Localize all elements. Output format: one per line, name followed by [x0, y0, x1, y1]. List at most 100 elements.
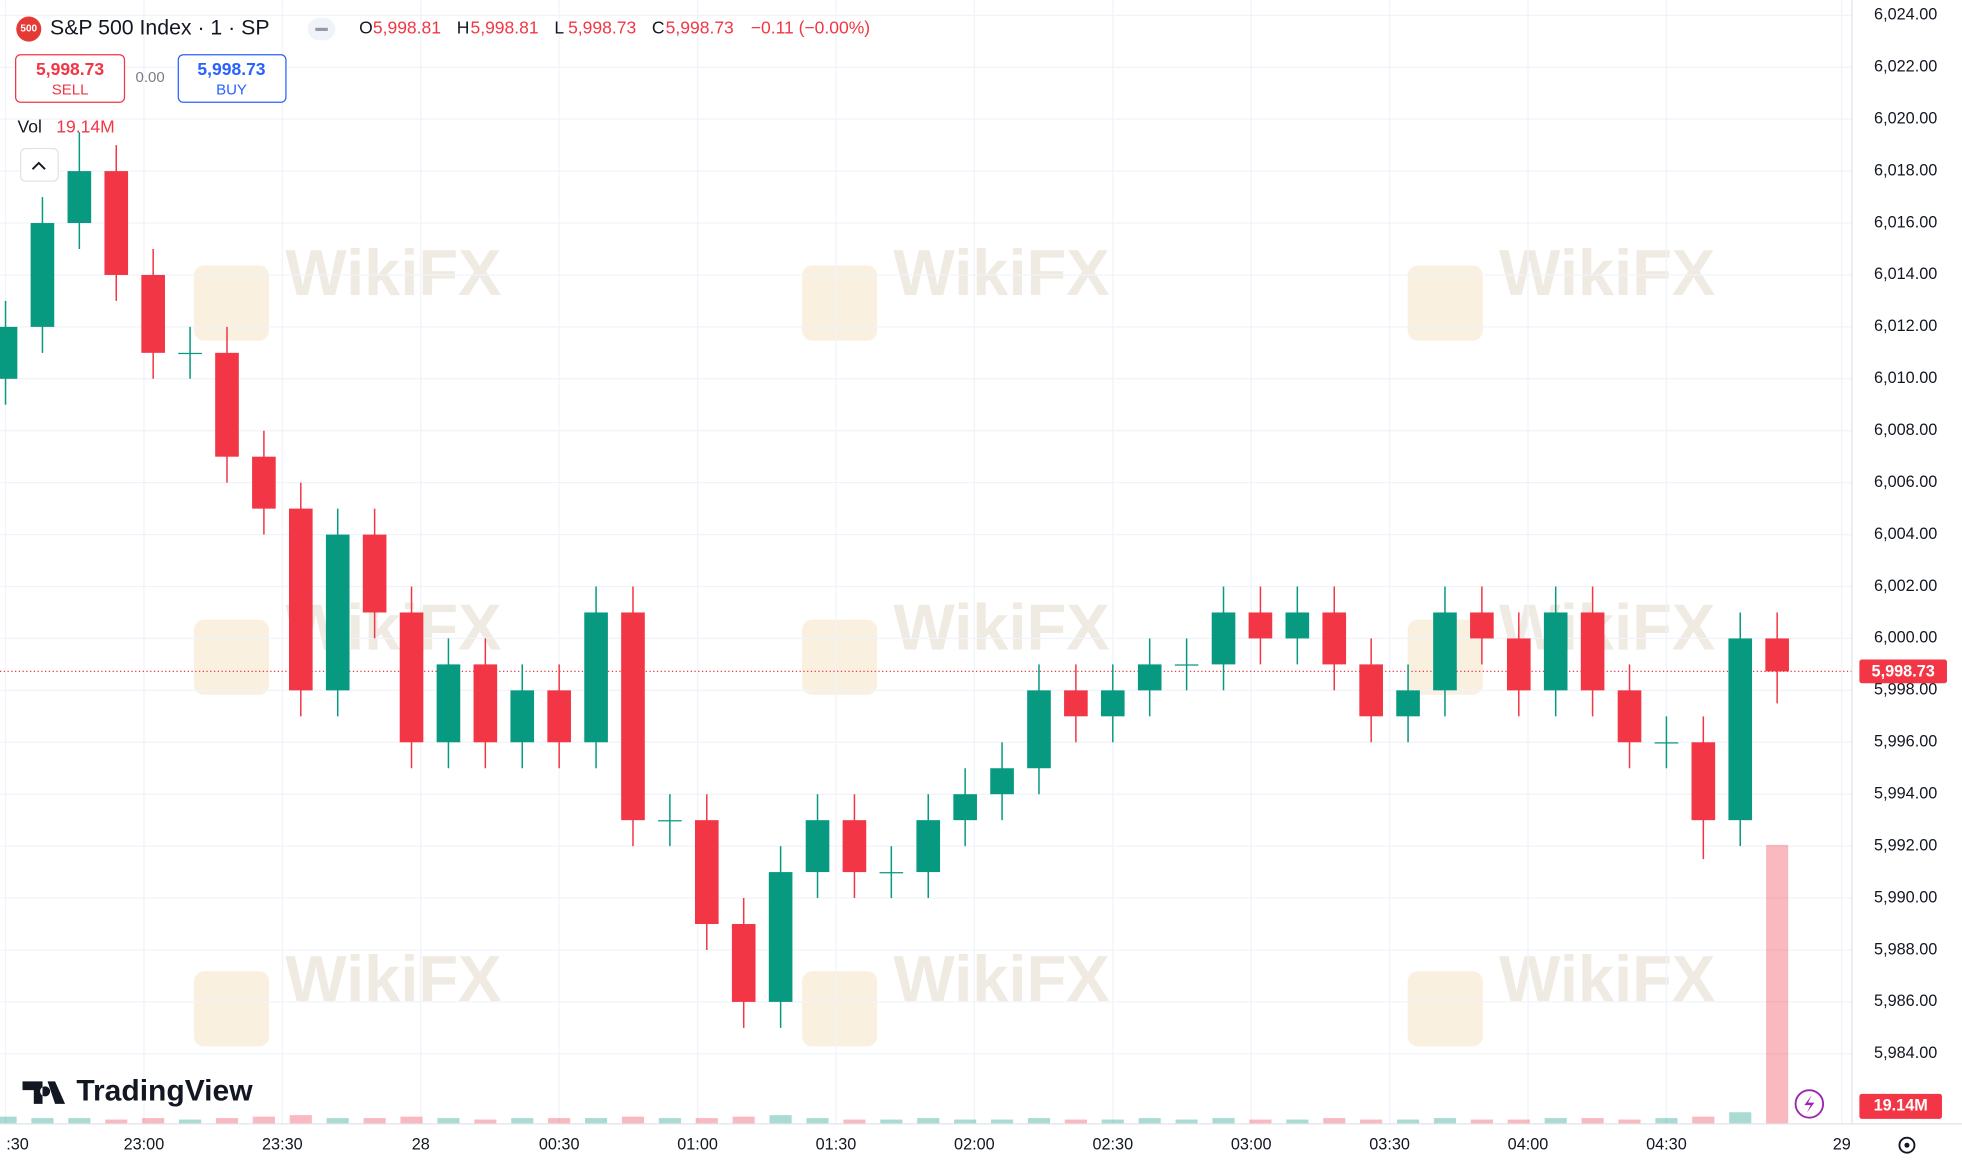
- volume-badge: [1859, 1093, 1942, 1119]
- candle-body: [1285, 612, 1310, 639]
- ohlc-value: 5,998.73: [568, 18, 636, 38]
- brand-logo: [22, 1081, 66, 1104]
- volume-bar: [363, 1118, 386, 1124]
- y-tick-label: 5,986.00: [1874, 992, 1937, 1010]
- candle-body: [1543, 612, 1568, 691]
- volume-bar: [806, 1118, 829, 1124]
- volume-bar: [1470, 1119, 1493, 1124]
- x-tick-label: 04:00: [1508, 1135, 1549, 1153]
- candle-body: [1322, 612, 1347, 665]
- candle-body: [0, 326, 18, 379]
- x-tick-label: 03:30: [1369, 1135, 1410, 1153]
- volume-bar: [437, 1118, 460, 1124]
- candle-body: [141, 274, 165, 353]
- y-tick-label: 6,012.00: [1874, 317, 1937, 335]
- toggle-icon: [315, 27, 328, 31]
- settings-icon[interactable]: [1898, 1136, 1916, 1154]
- volume-bar: [0, 1116, 17, 1124]
- y-tick-label: 6,008.00: [1874, 421, 1937, 439]
- ohlc-value: 5,998.73: [666, 18, 734, 38]
- alert-glyph: [1804, 1095, 1815, 1113]
- volume-bar: [1544, 1118, 1567, 1124]
- candle-body: [1137, 664, 1162, 691]
- ohlc-legend: O 5,998.81 H 5,998.81 L 5,998.73 C 5,998.73: [359, 18, 734, 38]
- volume-bar: [954, 1119, 977, 1124]
- watermark-logo: [1407, 971, 1483, 1047]
- candle-body: [1433, 612, 1457, 691]
- volume-bar: [917, 1118, 940, 1124]
- candle-body: [473, 664, 498, 743]
- candle-body: [1248, 612, 1273, 639]
- buy-button[interactable]: [177, 54, 287, 103]
- candle-body: [1470, 612, 1494, 639]
- y-tick-label: 6,004.00: [1874, 525, 1937, 543]
- candle-body: [215, 352, 239, 457]
- x-tick-label: 28: [412, 1135, 430, 1153]
- volume-legend-value: 19.14M: [56, 117, 114, 137]
- sell-price: 5,998.73: [36, 59, 104, 79]
- watermark-logo: [1407, 265, 1483, 341]
- volume-bar: [621, 1116, 645, 1124]
- sell-button[interactable]: [15, 54, 126, 103]
- volume-bar: [658, 1118, 681, 1124]
- candle-body: [1691, 742, 1716, 821]
- watermark: WikiFX: [1499, 236, 1715, 309]
- y-tick-label: 5,996.00: [1874, 733, 1937, 751]
- y-tick-label: 5,994.00: [1874, 784, 1937, 802]
- watermark-logo: [193, 971, 270, 1047]
- watermark: WikiFX: [893, 942, 1109, 1015]
- volume-bar: [68, 1118, 91, 1124]
- settings-icon-center: [1904, 1142, 1910, 1148]
- volume-bar: [474, 1119, 497, 1124]
- volume-bar: [1507, 1119, 1530, 1124]
- volume-bar: [695, 1118, 718, 1124]
- volume-bar: [1064, 1119, 1087, 1124]
- volume-bar: [1581, 1118, 1604, 1124]
- volume-bar: [1766, 844, 1789, 1124]
- x-tick-label: 03:00: [1231, 1135, 1272, 1153]
- candle-body: [694, 820, 719, 925]
- watermark-logo: [193, 619, 270, 695]
- x-tick-label: 04:30: [1646, 1135, 1687, 1153]
- brand: TradingView: [76, 1075, 253, 1108]
- ohlc-key: H: [457, 18, 470, 38]
- candle-body: [547, 690, 571, 743]
- candle-body: [252, 456, 276, 509]
- watermark: WikiFX: [1499, 942, 1715, 1015]
- buy-label: BUY: [216, 81, 247, 98]
- buy-price: 5,998.73: [197, 59, 265, 79]
- volume-bar: [585, 1118, 608, 1124]
- watermark-logo: [802, 971, 878, 1047]
- y-tick-label: 6,016.00: [1874, 213, 1937, 231]
- x-tick-label: 02:30: [1092, 1135, 1133, 1153]
- y-tick-label: 5,998.00: [1874, 681, 1937, 699]
- x-tick-label: 02:00: [954, 1135, 995, 1153]
- volume-bar: [252, 1116, 275, 1124]
- volume-bar: [769, 1115, 792, 1124]
- candle-body: [1100, 690, 1125, 717]
- y-tick-label: 6,018.00: [1874, 161, 1937, 179]
- volume-bar: [179, 1119, 202, 1124]
- y-tick-label: 6,020.00: [1874, 109, 1937, 127]
- y-tick-label: 5,990.00: [1874, 888, 1937, 906]
- volume-bar: [843, 1119, 866, 1124]
- candle-body: [1654, 742, 1679, 744]
- y-tick-label: 6,010.00: [1874, 369, 1937, 387]
- change: −0.11 (−0.00%): [751, 18, 870, 38]
- candle-body: [916, 820, 941, 873]
- candle-body: [1765, 638, 1789, 672]
- x-tick-label: 29: [1833, 1135, 1851, 1153]
- y-tick-label: 6,006.00: [1874, 473, 1937, 491]
- volume-bar: [326, 1118, 349, 1124]
- candle-body: [805, 820, 830, 873]
- symbol-title[interactable]: S&P 500 Index · 1 · SP: [50, 16, 269, 40]
- candle-body: [288, 508, 313, 691]
- volume-bar: [511, 1118, 534, 1124]
- x-tick-label: 23:30: [262, 1135, 303, 1153]
- x-tick-label: :30: [6, 1135, 29, 1153]
- ohlc-key: O: [359, 18, 373, 38]
- watermark: WikiFX: [1499, 590, 1715, 663]
- candle-body: [879, 872, 904, 874]
- volume-bar: [142, 1118, 165, 1124]
